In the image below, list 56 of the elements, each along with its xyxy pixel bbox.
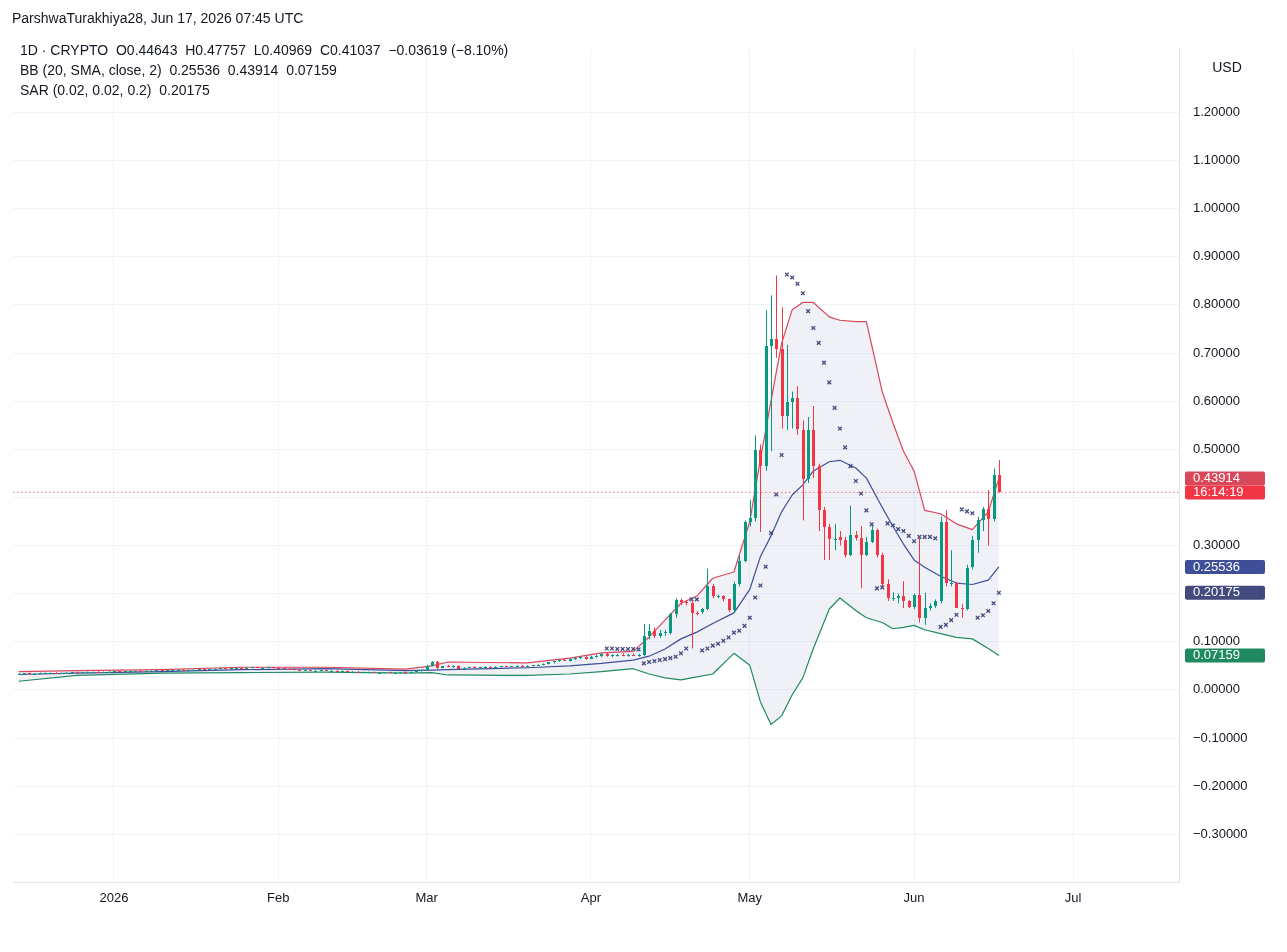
candlestick xyxy=(865,536,868,557)
y-tick-label: 0.25536 xyxy=(1193,558,1240,574)
candlestick xyxy=(834,523,837,551)
y-tick-label: 0.43914 xyxy=(1193,470,1240,486)
annotation: 16:14:19 xyxy=(1193,483,1244,499)
candlestick xyxy=(924,592,927,626)
candlestick xyxy=(860,525,863,589)
annotation: SAR (0.02, 0.02, 0.2) 0.20175 xyxy=(20,81,211,100)
x-tick-label: Jul xyxy=(1064,889,1082,905)
candlestick xyxy=(887,578,890,602)
candlestick xyxy=(643,623,646,657)
y-tick-label: −0.20000 xyxy=(1193,777,1248,793)
candlestick xyxy=(738,555,741,587)
annotation: 1D · CRYPTO O0.44643 H0.47757 L0.40969 C0.41037 −0.03619 (−8.10%) xyxy=(20,41,509,60)
candlestick xyxy=(675,597,678,619)
candlestick xyxy=(902,580,905,609)
y-tick-label: 0.30000 xyxy=(1193,537,1240,553)
x-tick-label: Apr xyxy=(580,889,602,905)
candlestick xyxy=(770,294,773,452)
candlestick xyxy=(775,275,778,359)
y-tick-label: −0.30000 xyxy=(1193,825,1248,841)
y-tick-label: 0.20175 xyxy=(1193,584,1240,600)
y-tick-label: 0.60000 xyxy=(1193,392,1240,408)
candlestick xyxy=(823,506,826,561)
candlestick xyxy=(828,523,831,561)
x-tick-label: Jun xyxy=(903,889,925,905)
chart-title: ParshwaTurakhiya28, Jun 17, 2026 07:45 UTC xyxy=(11,9,305,28)
y-tick-label: 0.10000 xyxy=(1193,633,1240,649)
x-tick-label: Feb xyxy=(267,889,290,905)
candlestick xyxy=(791,391,794,430)
y-tick-label: 0.50000 xyxy=(1193,440,1240,456)
candlestick xyxy=(786,344,789,431)
y-axis-title: USD xyxy=(1212,58,1242,75)
candlestick xyxy=(669,612,672,636)
y-tick-label: 0.90000 xyxy=(1193,248,1240,264)
y-tick-label: 1.00000 xyxy=(1193,200,1240,216)
y-tick-label: 1.20000 xyxy=(1193,103,1240,119)
y-tick-label: 0.70000 xyxy=(1193,344,1240,360)
candlestick xyxy=(961,603,964,619)
y-tick-label: 0.00000 xyxy=(1193,681,1240,697)
candlestick xyxy=(706,568,709,611)
x-tick-label: Mar xyxy=(415,889,439,905)
candlestick xyxy=(749,499,752,527)
y-tick-label: 0.07159 xyxy=(1193,647,1240,663)
candlestick xyxy=(977,516,980,554)
candlestick xyxy=(420,668,423,673)
y-tick-label: 0.80000 xyxy=(1193,296,1240,312)
x-tick-label: 2026 xyxy=(99,889,129,905)
x-tick-label: May xyxy=(737,889,763,905)
candlestick xyxy=(982,506,985,532)
annotation: BB (20, SMA, close, 2) 0.25536 0.43914 0.07159 xyxy=(20,61,338,80)
candlestick xyxy=(950,549,953,587)
y-tick-label: 1.10000 xyxy=(1193,152,1240,168)
candlestick xyxy=(849,505,852,557)
y-tick-label: −0.10000 xyxy=(1193,729,1248,745)
candlestick xyxy=(844,536,847,559)
